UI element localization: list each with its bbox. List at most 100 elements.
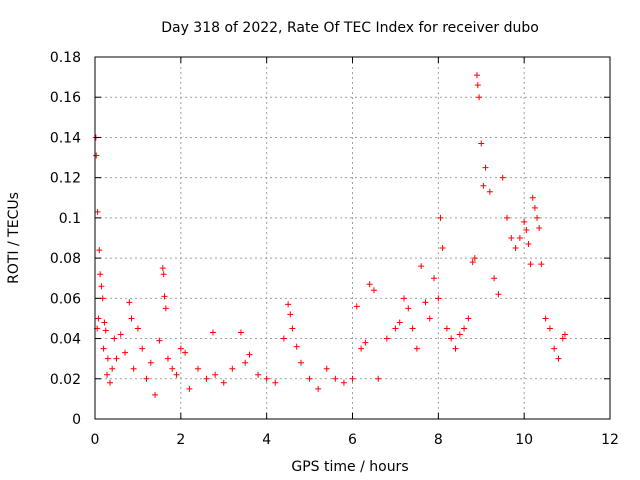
data-point [465,315,472,322]
data-point [521,218,528,225]
data-point [426,315,433,322]
data-point [529,194,536,201]
data-point [499,174,506,181]
data-point [162,305,169,312]
data-point [473,72,480,79]
data-point [139,345,146,352]
data-point [471,255,478,262]
data-point [246,351,253,358]
data-point [203,375,210,382]
y-tick-label: 0.1 [59,211,81,227]
data-point [534,214,541,221]
axis-ticks: 0 2 4 6 8 10 12 0 0.02 0.04 0.06 0.08 0.1 0.12 0.14 0.1… [50,50,619,448]
data-point [263,375,270,382]
data-point [452,345,459,352]
data-point [439,245,446,252]
data-point [456,331,463,338]
data-point [147,359,154,366]
data-point [486,188,493,195]
data-point [130,365,137,372]
data-point [164,355,171,362]
data-point [435,295,442,302]
data-point [100,345,107,352]
data-point [242,359,249,366]
data-point [255,371,262,378]
data-point [287,311,294,318]
data-point [422,299,429,306]
data-point [173,371,180,378]
data-point [111,335,118,342]
data-point [536,224,543,231]
data-point [177,345,184,352]
data-point [358,345,365,352]
data-point [332,375,339,382]
y-tick-label: 0.18 [50,50,81,66]
data-point [431,275,438,282]
x-axis-label: GPS time / hours [291,459,408,475]
data-point [340,379,347,386]
data-point [298,359,304,366]
data-point [542,315,549,322]
data-point [418,263,425,270]
data-point [323,365,330,372]
data-point [128,315,135,322]
data-point [474,82,481,89]
data-point [107,379,114,386]
data-point [370,287,377,294]
data-point [559,335,566,342]
data-point [504,214,510,221]
x-tick-label: 4 [262,432,271,448]
data-point [349,375,356,382]
data-point [531,204,538,211]
x-tick-label: 0 [91,432,100,448]
data-point [306,375,313,382]
data-point [392,325,399,332]
data-point [315,385,322,392]
data-point [289,325,296,332]
data-point [159,265,166,272]
data-point [405,305,412,312]
y-tick-label: 0.02 [50,372,81,388]
data-point [152,391,159,398]
x-tick-label: 2 [176,432,185,448]
data-point [523,226,530,233]
y-tick-label: 0.14 [50,130,81,146]
data-point [161,293,168,300]
data-point [104,355,111,362]
data-point [117,331,124,338]
data-point [353,303,360,310]
data-point [134,325,141,332]
data-point [237,329,244,336]
data-point [525,241,532,248]
data-point [383,335,390,342]
x-tick-label: 10 [515,432,533,448]
data-point [220,379,227,386]
data-point [409,325,416,332]
data-point [401,295,407,302]
data-point [443,325,450,332]
data-point [362,339,369,346]
data-point [169,365,176,372]
data-point [512,245,519,252]
data-point [538,261,545,268]
data-point [98,283,105,290]
data-point [95,315,102,322]
data-point [555,355,562,362]
data-point [94,208,101,215]
data-point [375,375,382,382]
data-point [285,301,292,308]
data-point [293,343,300,350]
data-point [413,345,420,352]
data-point [160,271,167,278]
data-point [280,335,287,342]
chart-title: Day 318 of 2022, Rate Of TEC Index for r… [161,20,539,36]
y-tick-label: 0.08 [50,251,81,267]
data-point [480,182,487,189]
data-point [182,349,189,356]
data-point [97,271,104,278]
data-points [92,72,568,398]
data-point [186,385,193,392]
data-point [461,325,468,332]
data-point [109,365,116,372]
